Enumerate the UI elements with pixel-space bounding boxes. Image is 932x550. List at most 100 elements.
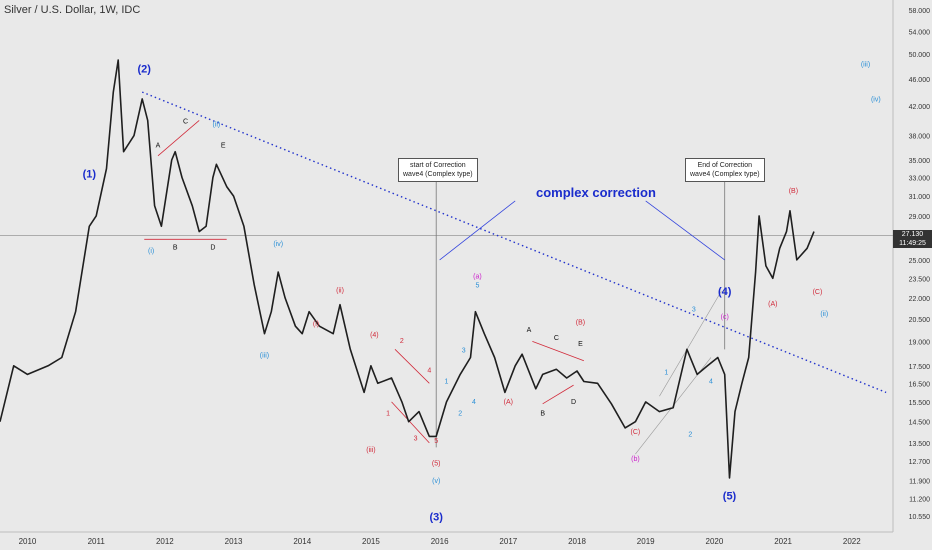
start-correction-line2: wave4 (Complex type)	[403, 171, 473, 178]
wave-label: (a)	[473, 273, 482, 280]
x-tick-label: 2022	[843, 537, 861, 546]
wave-label: 4	[427, 368, 431, 375]
wave-label: (A)	[504, 399, 513, 406]
wave-label: (i)	[148, 248, 154, 255]
pattern-line	[394, 349, 430, 384]
y-tick-label: 12.700	[909, 459, 931, 466]
end-correction-line1: End of Correction	[697, 162, 753, 169]
y-tick-label: 15.500	[909, 400, 931, 407]
wave-label: 5	[434, 438, 438, 445]
wave-label: D	[210, 244, 215, 251]
wave-label: (2)	[138, 64, 152, 76]
x-tick-label: 2010	[19, 537, 37, 546]
complex-correction-headline: complex correction	[536, 185, 656, 200]
wave-label: 4	[709, 378, 713, 385]
wave-label: (C)	[813, 289, 823, 296]
wave-label: (3)	[429, 511, 443, 523]
wave-label: 2	[400, 338, 404, 345]
last-price-tag: 27.130 11:49:25	[893, 230, 932, 248]
wave-label: E	[221, 143, 226, 150]
pattern-line	[157, 120, 200, 157]
wave-label: A	[156, 143, 161, 150]
y-tick-label: 46.000	[909, 77, 931, 84]
last-price-time: 11:49:25	[899, 240, 926, 247]
wave-label: 3	[692, 307, 696, 314]
y-tick-label: 17.500	[909, 364, 931, 371]
y-tick-label: 33.000	[909, 176, 931, 183]
wave-label: (v)	[432, 478, 440, 485]
wave-label: B	[540, 411, 545, 418]
end-correction-note: End of Correction wave4 (Complex type)	[685, 158, 765, 182]
x-tick-label: 2021	[774, 537, 792, 546]
pattern-line	[391, 401, 430, 444]
wave-label: E	[578, 341, 583, 348]
wave-label: 4	[472, 399, 476, 406]
y-tick-label: 35.000	[909, 158, 931, 165]
y-tick-label: 11.200	[909, 496, 930, 503]
pattern-line	[532, 341, 585, 362]
x-tick-label: 2016	[431, 537, 449, 546]
arrow-right	[645, 200, 725, 261]
start-correction-line1: start of Correction	[410, 162, 466, 169]
wave-label: (B)	[789, 188, 798, 195]
y-tick-label: 11.900	[909, 478, 930, 485]
y-tick-label: 29.000	[909, 214, 931, 221]
y-tick-label: 50.000	[909, 52, 931, 59]
wave-label: A	[527, 327, 532, 334]
y-tick-label: 19.000	[909, 339, 931, 346]
channel-line	[659, 291, 722, 397]
wave-label: (ii)	[820, 311, 828, 318]
y-tick-label: 54.000	[909, 29, 931, 36]
x-tick-label: 2019	[637, 537, 655, 546]
wave-label: (B)	[576, 320, 585, 327]
wave-label: (iii)	[366, 447, 375, 454]
y-tick-label: 20.500	[909, 317, 931, 324]
wave-label: 3	[414, 436, 418, 443]
wave-label: (1)	[83, 169, 97, 181]
x-tick-label: 2018	[568, 537, 586, 546]
y-tick-label: 23.500	[909, 276, 931, 283]
chart-title: Silver / U.S. Dollar, 1W, IDC	[4, 4, 141, 16]
x-tick-label: 2017	[499, 537, 517, 546]
wave-label: (5)	[723, 491, 737, 503]
wave-label: (A)	[768, 301, 777, 308]
y-tick-label: 14.500	[909, 420, 931, 427]
x-tick-label: 2012	[156, 537, 174, 546]
x-tick-label: 2015	[362, 537, 380, 546]
wave-label: (iv)	[273, 241, 283, 248]
wave-label: (C)	[631, 429, 641, 436]
wave-label: (i)	[313, 321, 319, 328]
last-price-value: 27.130	[901, 231, 924, 238]
wave-label: B	[173, 244, 178, 251]
wave-label: (iii)	[260, 352, 269, 359]
wave-label: (5)	[432, 461, 441, 468]
wave-label: C	[554, 335, 559, 342]
wave-label: (ii)	[212, 121, 220, 128]
arrow-left	[439, 200, 516, 261]
price-series	[0, 59, 815, 479]
y-tick-label: 58.000	[909, 8, 931, 15]
y-tick-label: 31.000	[909, 194, 931, 201]
wave-label: D	[571, 399, 576, 406]
wave-label: C	[183, 118, 188, 125]
end-correction-line2: wave4 (Complex type)	[690, 171, 760, 178]
wave-label: 1	[386, 411, 390, 418]
wave-label: (iii)	[861, 61, 870, 68]
trendline	[141, 91, 887, 394]
wave-label: 1	[445, 378, 449, 385]
wave-label: 5	[475, 282, 479, 289]
y-tick-label: 42.000	[909, 104, 931, 111]
wave-label: 2	[688, 431, 692, 438]
wave-label: 2	[458, 411, 462, 418]
y-tick-label: 16.500	[909, 381, 931, 388]
y-tick-label: 38.000	[909, 134, 931, 141]
y-tick-label: 13.500	[909, 441, 931, 448]
y-axis-panel	[893, 0, 932, 550]
wave-label: (b)	[631, 456, 640, 463]
wave-label: (4)	[370, 332, 379, 339]
start-correction-note: start of Correction wave4 (Complex type)	[398, 158, 478, 182]
y-tick-label: 25.000	[909, 258, 931, 265]
x-tick-label: 2013	[225, 537, 243, 546]
y-tick-label: 10.550	[909, 514, 931, 521]
